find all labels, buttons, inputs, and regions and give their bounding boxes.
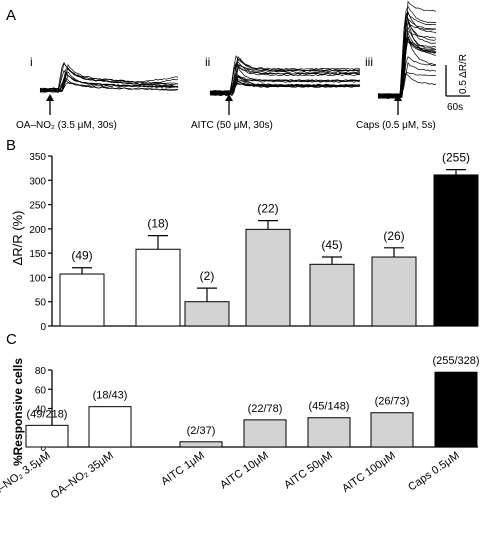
category-label: OA–NO₂ 35μM bbox=[49, 450, 116, 502]
bar bbox=[25, 424, 69, 448]
category-label: Caps 0.5μM bbox=[406, 450, 462, 494]
trace-line bbox=[377, 15, 437, 98]
bar bbox=[243, 419, 287, 448]
trace-line bbox=[209, 55, 361, 93]
panel-b-label: B bbox=[6, 137, 16, 154]
bar-count-label: (45) bbox=[321, 238, 342, 252]
stim-label-ii: AITC (50 μM, 30s) bbox=[191, 120, 273, 131]
bar bbox=[370, 412, 414, 448]
bar-count-label: (18/43) bbox=[93, 390, 128, 402]
y-tick-label: 0 bbox=[40, 322, 46, 333]
trace-line bbox=[377, 72, 437, 96]
y-tick-label: 0 bbox=[40, 443, 46, 454]
trace-line bbox=[377, 28, 437, 96]
trace-line bbox=[377, 5, 437, 98]
trace-line bbox=[209, 66, 361, 93]
bar-count-label: (255) bbox=[442, 151, 470, 165]
bar-count-label: (2/37) bbox=[187, 425, 216, 437]
category-label: OA–NO₂ 3.5μM bbox=[0, 450, 53, 504]
trace-line bbox=[209, 61, 361, 94]
panel-c-chart: 020406080(49/218)OA–NO₂ 3.5μM(18/43)OA–N… bbox=[0, 355, 480, 503]
bar bbox=[88, 406, 132, 448]
bar bbox=[371, 256, 417, 327]
trace-line bbox=[377, 37, 437, 97]
panel-c-label: C bbox=[6, 331, 17, 348]
y-tick-label: 60 bbox=[35, 385, 47, 396]
bar bbox=[179, 441, 223, 448]
stim-label-i: OA–NO₂ (3.5 μM, 30s) bbox=[16, 120, 117, 131]
stim-arrow-ii bbox=[225, 94, 233, 115]
bar-count-label: (255/328) bbox=[432, 355, 479, 367]
bar bbox=[135, 248, 181, 327]
y-tick-label: 40 bbox=[35, 405, 47, 416]
trace-line bbox=[209, 80, 361, 93]
bar-count-label: (26) bbox=[383, 229, 404, 243]
scale-y-label: 0.5 ΔR/R bbox=[458, 54, 469, 94]
trace-line bbox=[209, 62, 361, 96]
trace-line bbox=[39, 82, 179, 93]
bar-count-label: (49) bbox=[71, 249, 92, 263]
stim-arrow-iii bbox=[394, 94, 402, 115]
category-label: AITC 50μM bbox=[282, 450, 335, 492]
subpanel-i-label: i bbox=[30, 55, 33, 69]
stim-arrow-i bbox=[46, 94, 54, 115]
category-label: AITC 100μM bbox=[340, 450, 398, 495]
trace-line bbox=[377, 61, 437, 95]
trace-line bbox=[377, 72, 436, 99]
category-label: AITC 10μM bbox=[218, 450, 271, 492]
panel-b-ylabel: ΔR/R (%) bbox=[10, 211, 25, 266]
bar-count-label: (49/218) bbox=[27, 408, 68, 420]
bar-count-label: (22/78) bbox=[248, 403, 283, 415]
category-label: AITC 1μM bbox=[159, 450, 207, 488]
y-tick-label: 300 bbox=[29, 176, 46, 187]
y-tick-label: 150 bbox=[29, 249, 46, 260]
y-tick-label: 80 bbox=[35, 366, 47, 377]
bar-count-label: (18) bbox=[147, 217, 168, 231]
panel-b-chart: 0 50 100 150 200 250 300 350 (49) (18) (2) (22) (45)… bbox=[29, 151, 479, 333]
subpanel-ii-label: ii bbox=[205, 55, 210, 69]
bar-count-label: (45/148) bbox=[309, 401, 350, 413]
bar-count-label: (22) bbox=[257, 202, 278, 216]
y-tick-label: 350 bbox=[29, 152, 46, 163]
y-tick-label: 250 bbox=[29, 201, 46, 212]
y-tick-label: 50 bbox=[35, 298, 47, 309]
bar bbox=[59, 273, 105, 327]
calcium-traces bbox=[39, 0, 437, 99]
bar bbox=[434, 371, 478, 448]
bar bbox=[307, 417, 351, 448]
bar bbox=[184, 301, 230, 327]
panel-c-ylabel: %Responsive cells bbox=[11, 358, 25, 466]
subpanel-iii-label: iii bbox=[365, 55, 373, 69]
scale-x-label: 60s bbox=[447, 102, 463, 113]
y-tick-label: 200 bbox=[29, 225, 46, 236]
trace-line bbox=[377, 22, 437, 99]
y-tick-label: 100 bbox=[29, 273, 46, 284]
bar bbox=[245, 228, 291, 327]
trace-line bbox=[39, 61, 179, 92]
panel-a-label: A bbox=[6, 7, 16, 24]
bar bbox=[433, 174, 479, 327]
trace-line bbox=[377, 56, 437, 98]
stim-label-iii: Caps (0.5 μM, 5s) bbox=[356, 120, 436, 131]
bar-count-label: (2) bbox=[200, 269, 215, 283]
bar bbox=[309, 263, 355, 327]
bar-count-label: (26/73) bbox=[375, 396, 410, 408]
trace-line bbox=[39, 67, 179, 92]
scale-bar bbox=[445, 65, 470, 97]
